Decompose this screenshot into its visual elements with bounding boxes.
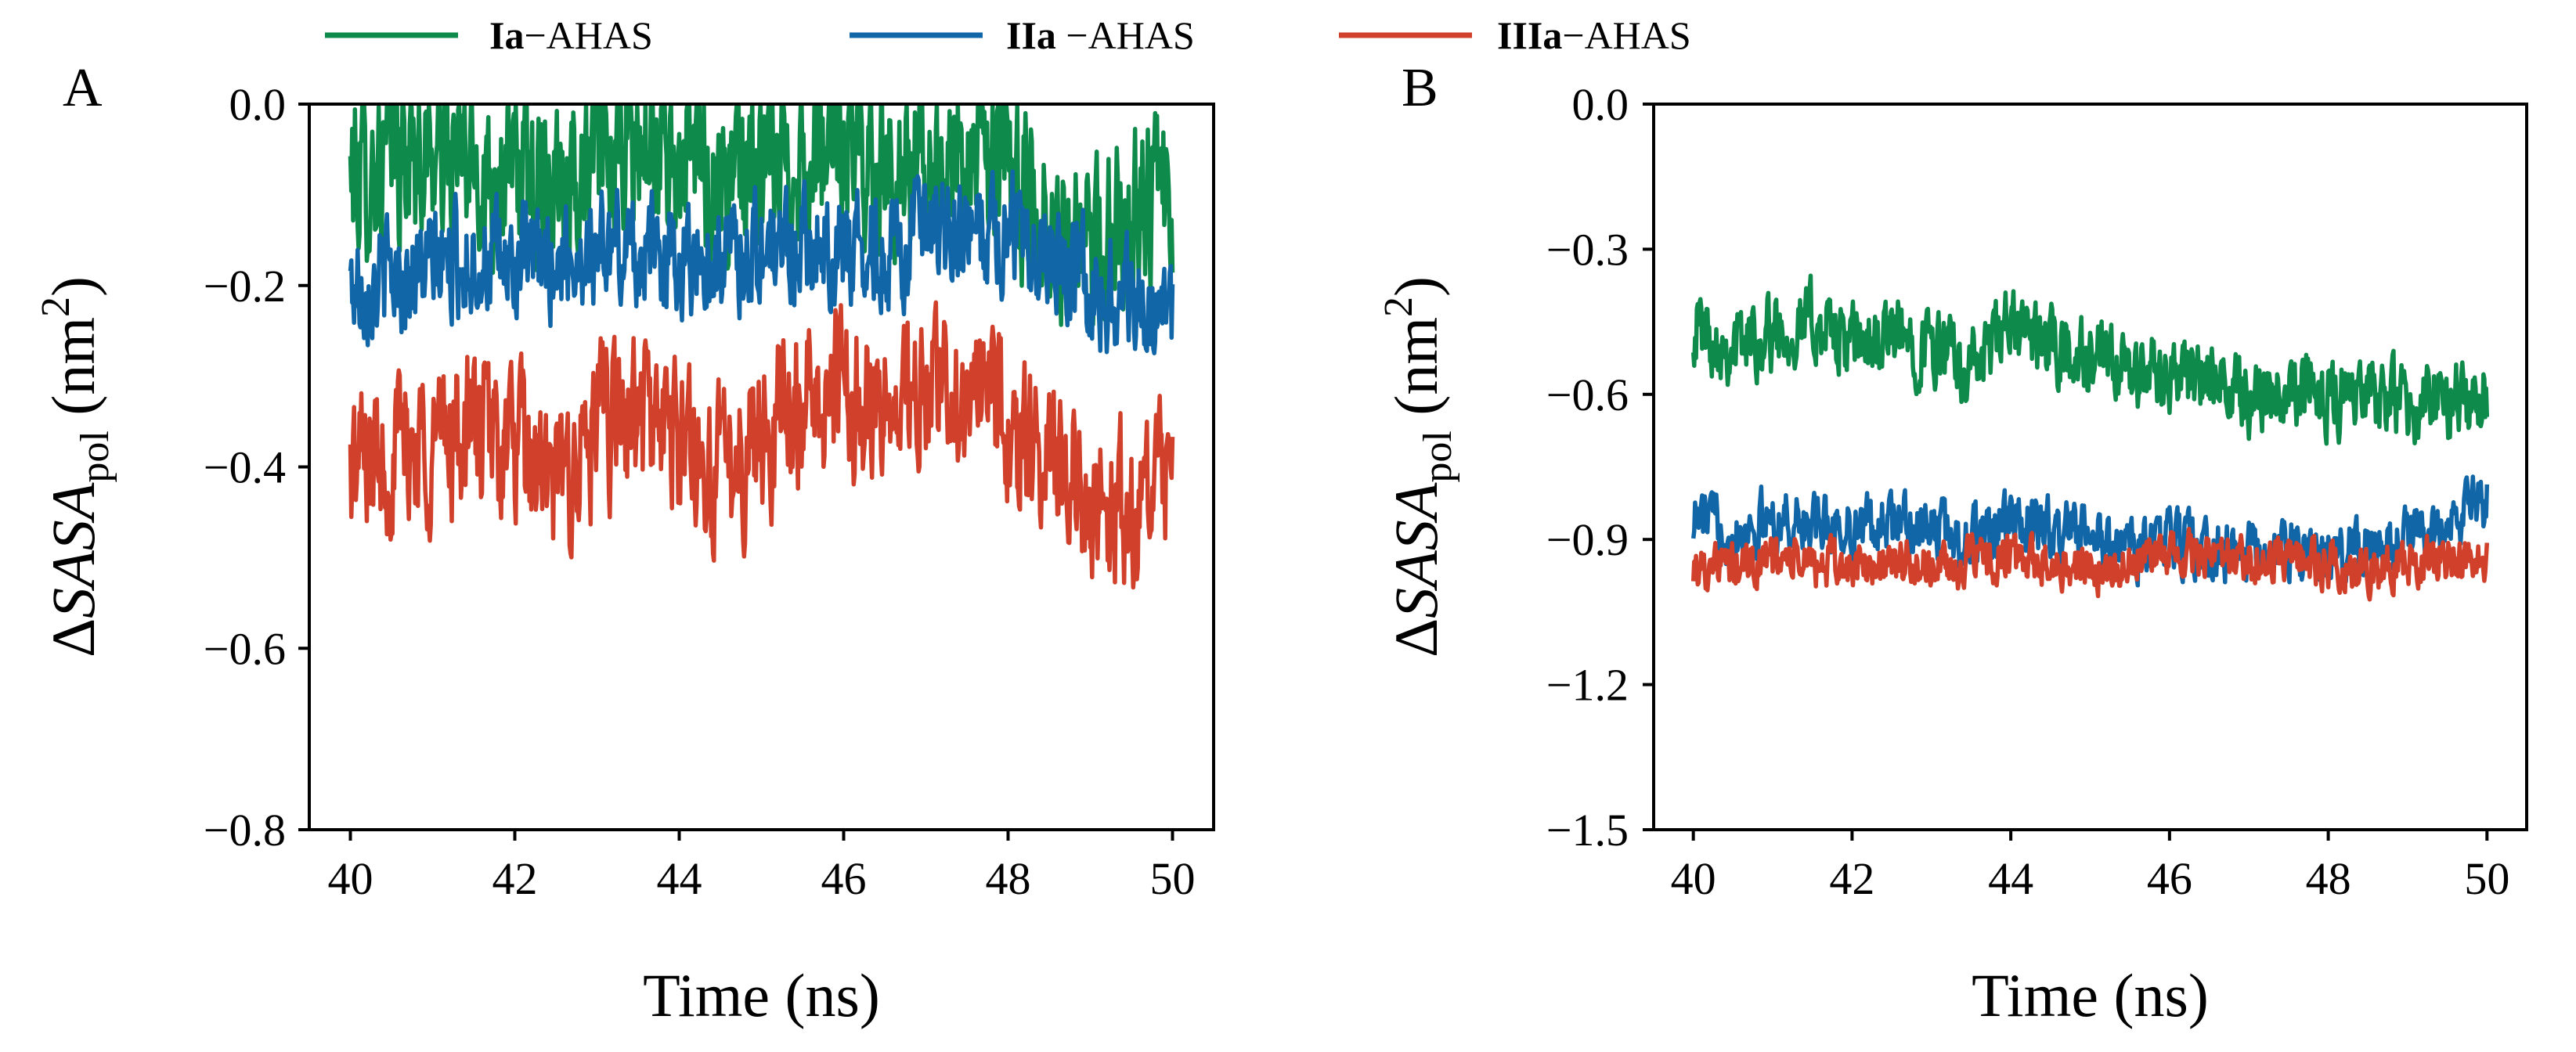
legend-item-1: Ia−AHAS xyxy=(325,13,653,57)
y-tick-label: −0.9 xyxy=(1546,514,1629,565)
y-tick-label: −0.6 xyxy=(204,623,286,674)
y-tick-label: −1.2 xyxy=(1546,660,1629,711)
y-tick-label: −0.8 xyxy=(204,805,286,856)
panel-a: A 0.0 −0.2 −0.4 −0.6 −0.8 40 42 44 46 48 50 Time (ns… xyxy=(34,58,1215,1029)
series-group xyxy=(1690,273,2490,602)
panel-b: B 0.0 −0.3 −0.6 −0.9 −1.2 −1.5 40 42 44 46 48 50 Time… xyxy=(1376,58,2528,1029)
legend: Ia−AHAS IIa −AHAS IIIa−AHAS xyxy=(325,13,1691,57)
y-tick-label: 0.0 xyxy=(229,79,287,130)
x-tick-label: 42 xyxy=(492,853,538,904)
series-line-2 xyxy=(1690,474,2490,588)
series-line-2 xyxy=(348,169,1175,355)
x-tick-label: 50 xyxy=(1150,853,1196,904)
series-line-3 xyxy=(1690,526,2490,602)
y-axis-label: ΔSASApol (nm2) xyxy=(34,276,117,658)
x-tick-label: 44 xyxy=(657,853,702,904)
x-tick-label: 46 xyxy=(2147,853,2192,904)
x-axis-label: Time (ns) xyxy=(643,961,880,1029)
y-tick-label: −0.2 xyxy=(204,261,286,312)
plot-frame xyxy=(1652,103,2528,831)
x-tick-label: 40 xyxy=(1671,853,1716,904)
panel-label: A xyxy=(63,58,103,118)
legend-item-3: IIIa−AHAS xyxy=(1339,13,1691,57)
x-tick-label: 42 xyxy=(1829,853,1874,904)
series-line-3 xyxy=(348,300,1175,590)
y-tick-label: −0.4 xyxy=(204,442,286,493)
x-tick-label: 40 xyxy=(328,853,373,904)
x-tick-label: 44 xyxy=(1988,853,2033,904)
y-tick-label: 0.0 xyxy=(1572,79,1629,130)
y-axis-label: ΔSASApol (nm2) xyxy=(1376,276,1460,658)
y-tick-label: −0.3 xyxy=(1546,224,1629,275)
x-tick-label: 50 xyxy=(2464,853,2509,904)
x-axis-label: Time (ns) xyxy=(1972,961,2209,1029)
x-tick-label: 48 xyxy=(2306,853,2351,904)
legend-item-2: IIa −AHAS xyxy=(850,13,1195,57)
series-group xyxy=(348,104,1175,590)
series-line-1 xyxy=(1690,273,2490,446)
legend-label: IIIa−AHAS xyxy=(1497,13,1691,57)
y-tick-label: −1.5 xyxy=(1546,805,1629,856)
x-tick-label: 46 xyxy=(821,853,867,904)
panel-label: B xyxy=(1402,58,1438,118)
legend-label: Ia−AHAS xyxy=(489,13,653,57)
y-tick-label: −0.6 xyxy=(1546,369,1629,420)
legend-label: IIa −AHAS xyxy=(1006,13,1195,57)
x-tick-label: 48 xyxy=(986,853,1031,904)
